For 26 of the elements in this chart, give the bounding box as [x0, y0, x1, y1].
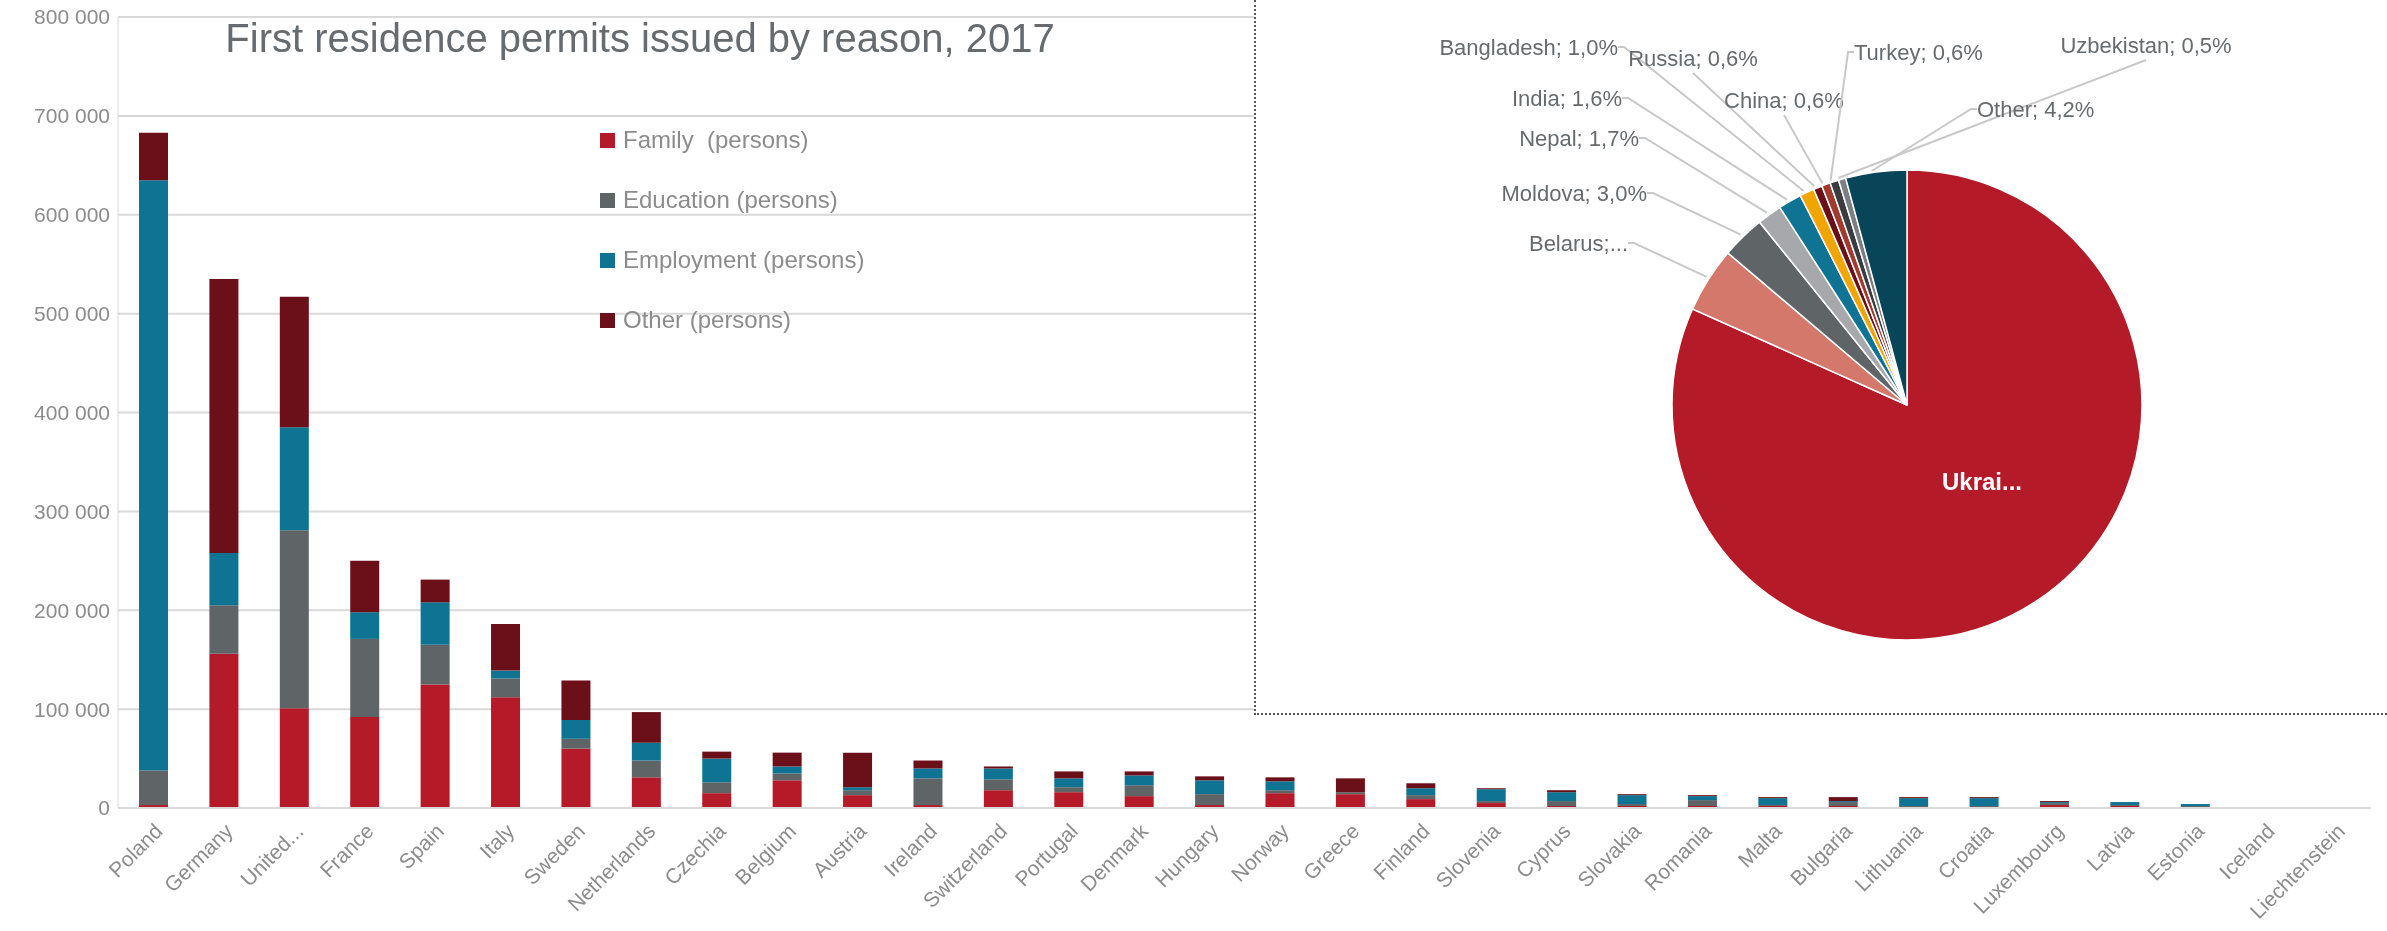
slice-label: Moldova; 3,0% — [1501, 180, 1647, 206]
y-tick-label: 600 000 — [34, 203, 110, 227]
slice-label: Ukrai... — [1941, 467, 2023, 495]
legend-label: Education (persons) — [623, 186, 838, 214]
slice-label: Uzbekistan; 0,5% — [2060, 32, 2232, 58]
x-tick-label: Italy — [475, 818, 519, 863]
slice-label: China; 0,6% — [1724, 87, 1844, 113]
y-tick-label: 0 — [98, 796, 110, 820]
y-tick-label: 800 000 — [34, 5, 110, 29]
slice-label: India; 1,6% — [1511, 85, 1622, 111]
y-tick-label: 400 000 — [34, 400, 110, 424]
chart-title: First residence permits issued by reason, 2017 — [224, 16, 1056, 61]
y-tick-label: 200 000 — [34, 598, 110, 622]
y-tick-label: 300 000 — [34, 499, 110, 523]
slice-label: Belarus;... — [1528, 230, 1628, 256]
legend-label: Other (persons) — [623, 306, 792, 334]
slice-label: Bangladesh; 1,0% — [1439, 34, 1618, 60]
y-tick-label: 500 000 — [34, 302, 110, 326]
y-tick-label: 700 000 — [34, 104, 110, 128]
slice-label: Nepal; 1,7% — [1519, 125, 1639, 151]
slice-label: Russia; 0,6% — [1628, 45, 1758, 71]
legend-label: Employment (persons) — [623, 246, 865, 274]
slice-label: Turkey; 0,6% — [1854, 39, 1983, 65]
slice-label: Other; 4,2% — [1977, 96, 2095, 122]
y-tick-label: 100 000 — [34, 697, 110, 721]
legend-label: Family (persons) — [623, 126, 809, 154]
